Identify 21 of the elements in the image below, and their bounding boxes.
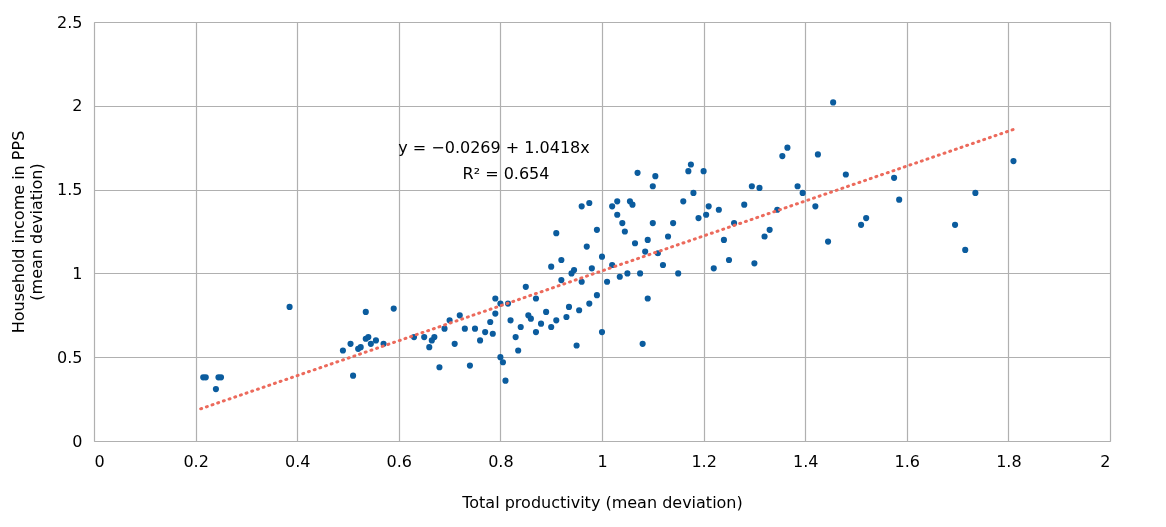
x-tick-label: 1.8 xyxy=(996,451,1022,471)
x-tick-label: 1 xyxy=(597,451,608,471)
y-tick-label: 2.5 xyxy=(57,12,83,32)
x-tick-label: 0.6 xyxy=(386,451,413,471)
x-tick-label: 0.2 xyxy=(183,451,209,471)
x-axis-title: Total productivity (mean deviation) xyxy=(461,492,743,512)
x-tick-label: 1.2 xyxy=(691,451,717,471)
annotation: R² = 0.654 xyxy=(462,164,550,183)
annotation: y = −0.0269 + 1.0418x xyxy=(398,138,590,157)
y-tick-label: 2 xyxy=(72,96,83,116)
y-tick-label: 0.5 xyxy=(57,347,83,367)
x-tick-label: 2 xyxy=(1100,451,1111,471)
x-tick-label: 0.4 xyxy=(284,451,311,471)
y-axis-title: Household income in PPS (mean deviation) xyxy=(9,130,47,334)
y-tick-label: 0 xyxy=(72,431,83,451)
x-tick-label: 1.4 xyxy=(792,451,819,471)
x-tick-label: 0.8 xyxy=(488,451,514,471)
y-tick-label: 1.5 xyxy=(57,180,83,200)
y-tick-label: 1 xyxy=(72,263,83,283)
x-tick-label: 0 xyxy=(94,451,105,471)
x-tick-label: 1.6 xyxy=(894,451,921,471)
